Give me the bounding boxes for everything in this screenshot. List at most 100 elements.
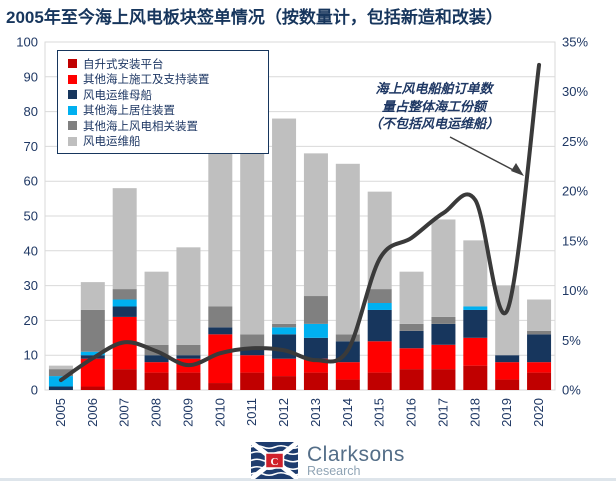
x-axis-label: 2017 xyxy=(435,398,450,427)
right-axis-label: 15% xyxy=(562,233,588,248)
bar-segment-2016-s0 xyxy=(399,369,424,390)
annotation: 海上风电船舶订单数 量占整体海工份额 （不包括风电运维船） xyxy=(346,80,522,133)
annotation-line-1: 海上风电船舶订单数 xyxy=(375,81,493,96)
bar-segment-2011-s0 xyxy=(240,372,265,390)
x-axis-label: 2008 xyxy=(149,398,164,427)
bar-segment-2017-s4 xyxy=(431,316,456,324)
flag-letter: C xyxy=(271,456,279,468)
bar-segment-2015-s4 xyxy=(367,289,392,303)
bar-segment-2006-s0 xyxy=(80,386,105,390)
clarksons-flag-icon: C xyxy=(251,442,298,479)
bar-segment-2009-s2 xyxy=(176,355,201,359)
left-axis-label: 70 xyxy=(24,139,38,154)
left-axis-label: 40 xyxy=(24,243,38,258)
bar-segment-2010-s2 xyxy=(208,327,233,335)
x-axis-label: 2006 xyxy=(85,398,100,427)
right-axis-label: 10% xyxy=(562,283,588,298)
bar-segment-2010-s5 xyxy=(208,142,233,307)
bar-segment-2019-s1 xyxy=(495,362,520,380)
bar-segment-2017-s1 xyxy=(431,344,456,370)
bar-segment-2007-s5 xyxy=(112,188,137,290)
brand-subtitle: Research xyxy=(307,463,361,478)
bar-segment-2009-s0 xyxy=(176,372,201,390)
bar-segment-2018-s2 xyxy=(463,309,488,338)
right-axis-label: 25% xyxy=(562,134,588,149)
left-axis-label: 50 xyxy=(24,209,38,224)
legend-label: 其他海上居住装置 xyxy=(83,105,175,118)
bar-segment-2011-s1 xyxy=(240,355,265,373)
bar-segment-2012-s0 xyxy=(272,376,297,390)
bar-segment-2015-s3 xyxy=(367,303,392,310)
x-axis-label: 2019 xyxy=(499,398,514,427)
bar-segment-2006-s4 xyxy=(80,309,105,352)
bar-segment-2019-s0 xyxy=(495,379,520,390)
legend-label: 自升式安装平台 xyxy=(83,58,164,71)
bar-segment-2007-s4 xyxy=(112,289,137,300)
bar-segment-2018-s0 xyxy=(463,365,488,390)
bar-segment-2013-s5 xyxy=(303,153,328,297)
bar-segment-2008-s0 xyxy=(144,372,169,390)
bar-segment-2018-s3 xyxy=(463,306,488,310)
left-axis-label: 60 xyxy=(24,174,38,189)
bar-segment-2020-s0 xyxy=(527,372,552,390)
bar-segment-2016-s1 xyxy=(399,348,424,370)
bar-segment-2013-s2 xyxy=(303,337,328,359)
bar-segment-2015-s2 xyxy=(367,309,392,342)
bar-segment-2018-s5 xyxy=(463,240,488,307)
x-axis-label: 2005 xyxy=(53,398,68,427)
bar-segment-2015-s0 xyxy=(367,372,392,390)
x-axis-label: 2012 xyxy=(276,398,291,427)
bar-segment-2016-s4 xyxy=(399,323,424,331)
bar-segment-2005-s5 xyxy=(48,365,73,370)
bar-segment-2020-s1 xyxy=(527,362,552,373)
bar-segment-2020-s5 xyxy=(527,299,552,331)
bar-segment-2007-s2 xyxy=(112,306,137,317)
bar-segment-2007-s3 xyxy=(112,299,137,307)
bar-segment-2020-s4 xyxy=(527,330,552,335)
left-axis-label: 20 xyxy=(24,313,38,328)
legend-label: 风电运维母船 xyxy=(83,89,152,102)
left-axis-label: 100 xyxy=(16,35,38,50)
bar-segment-2012-s3 xyxy=(272,327,297,335)
legend-item-5: 风电运维船 xyxy=(68,134,260,150)
legend-item-3: 其他海上居住装置 xyxy=(68,103,260,119)
x-axis-label: 2011 xyxy=(244,398,259,426)
bar-segment-2012-s1 xyxy=(272,358,297,377)
legend-swatch-icon xyxy=(68,59,77,69)
bar-segment-2015-s1 xyxy=(367,341,392,373)
left-axis-label: 0 xyxy=(31,383,38,398)
legend-item-0: 自升式安装平台 xyxy=(68,56,260,72)
right-axis-label: 5% xyxy=(562,333,581,348)
legend-swatch-icon xyxy=(68,136,77,146)
legend-swatch-icon xyxy=(68,74,77,84)
bar-segment-2006-s3 xyxy=(80,351,105,356)
bar-segment-2016-s2 xyxy=(399,330,424,349)
bar-segment-2014-s5 xyxy=(335,163,360,335)
footer-logo: C Clarksons Research xyxy=(251,442,405,479)
bar-segment-2016-s5 xyxy=(399,271,424,324)
legend-swatch-icon xyxy=(68,121,77,131)
bar-segment-2008-s2 xyxy=(144,355,169,363)
brand-name: Clarksons xyxy=(307,442,405,466)
legend-swatch-icon xyxy=(68,105,77,115)
right-axis-label: 30% xyxy=(562,84,588,99)
bar-segment-2014-s4 xyxy=(335,334,360,342)
bar-segment-2010-s1 xyxy=(208,334,233,384)
trend-line xyxy=(58,62,542,383)
bar-segment-2010-s0 xyxy=(208,383,233,390)
bar-segment-2019-s5 xyxy=(495,285,520,356)
legend-label: 其他海上施工及支持装置 xyxy=(83,74,210,87)
x-axis-label: 2016 xyxy=(404,398,419,427)
bar-segment-2013-s0 xyxy=(303,372,328,390)
bar-segment-2011-s2 xyxy=(240,348,265,356)
bar-segment-2011-s4 xyxy=(240,334,265,349)
bar-segment-2019-s2 xyxy=(495,355,520,363)
bar-segment-2008-s5 xyxy=(144,271,169,345)
bar-segment-2008-s1 xyxy=(144,362,169,373)
bar-segment-2020-s2 xyxy=(527,334,552,363)
x-axis-label: 2009 xyxy=(180,398,195,427)
x-axis-label: 2007 xyxy=(117,398,132,427)
right-axis-label: 35% xyxy=(562,35,588,50)
bar-segment-2007-s0 xyxy=(112,369,137,390)
